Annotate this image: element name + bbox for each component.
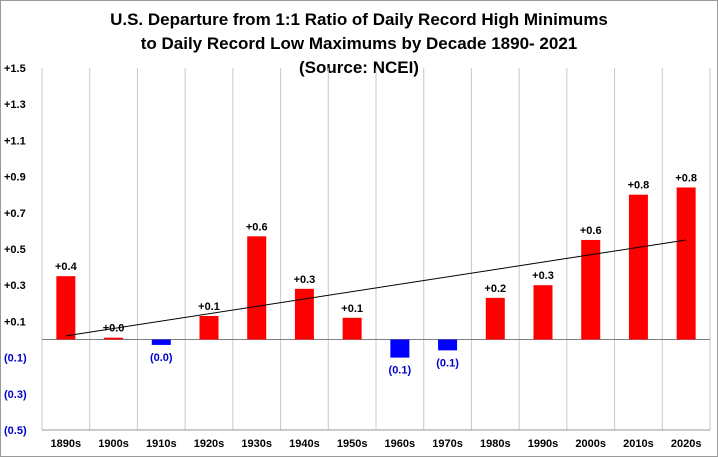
x-tick-label: 1950s (337, 438, 368, 450)
x-tick-label: 1960s (385, 438, 416, 450)
x-tick-label: 1900s (98, 438, 129, 450)
bar (294, 288, 314, 340)
y-tick-label: +0.9 (4, 172, 26, 184)
y-tick-label: (0.1) (4, 353, 27, 365)
x-tick-label: 1970s (432, 438, 463, 450)
y-tick-label: +0.1 (4, 316, 26, 328)
y-tick-label: +1.3 (4, 99, 26, 111)
bar (342, 317, 362, 340)
data-label: +0.3 (532, 270, 554, 282)
y-tick-label: +1.5 (4, 63, 26, 75)
data-label: (0.1) (389, 365, 412, 377)
bar (438, 339, 458, 351)
x-tick-label: 1940s (289, 438, 320, 450)
data-label: +0.8 (675, 172, 697, 184)
data-label: +0.1 (198, 301, 220, 313)
x-tick-label: 2010s (623, 438, 654, 450)
data-label: +0.3 (294, 274, 316, 286)
trend-line (65, 239, 687, 337)
bar (676, 187, 696, 340)
bar (104, 337, 124, 340)
bar (628, 194, 648, 340)
data-label: (0.0) (150, 352, 173, 364)
x-tick-label: 1980s (480, 438, 511, 450)
bar (533, 285, 553, 340)
x-tick-label: 2020s (671, 438, 702, 450)
bar (56, 276, 76, 340)
y-tick-label: (0.3) (4, 389, 27, 401)
x-tick-label: 2000s (575, 438, 606, 450)
title-line-1: U.S. Departure from 1:1 Ratio of Daily R… (110, 10, 608, 29)
bar (247, 236, 267, 340)
bar (485, 297, 505, 340)
y-tick-label: +0.7 (4, 208, 26, 220)
bar (581, 239, 601, 340)
y-tick-label: (0.5) (4, 425, 27, 437)
title-line-3: (Source: NCEI) (299, 58, 419, 77)
bar (390, 339, 410, 358)
y-tick-label: +1.1 (4, 135, 26, 147)
x-tick-label: 1920s (194, 438, 225, 450)
data-label: (0.1) (436, 357, 459, 369)
data-label: +0.4 (55, 261, 78, 273)
x-tick-label: 1910s (146, 438, 177, 450)
title-line-2: to Daily Record Low Maximums by Decade 1… (140, 34, 578, 53)
data-label: +0.6 (246, 221, 268, 233)
data-label: +0.8 (628, 180, 650, 192)
data-label: +0.6 (580, 225, 602, 237)
data-label: +0.2 (484, 283, 506, 295)
bar (151, 339, 171, 345)
chart-title: U.S. Departure from 1:1 Ratio of Daily R… (0, 8, 718, 80)
bar (199, 315, 219, 340)
x-tick-label: 1890s (51, 438, 82, 450)
x-tick-label: 1930s (241, 438, 272, 450)
data-label: +0.1 (341, 303, 363, 315)
y-tick-label: +0.3 (4, 280, 26, 292)
x-tick-label: 1990s (528, 438, 559, 450)
y-tick-label: +0.5 (4, 244, 26, 256)
